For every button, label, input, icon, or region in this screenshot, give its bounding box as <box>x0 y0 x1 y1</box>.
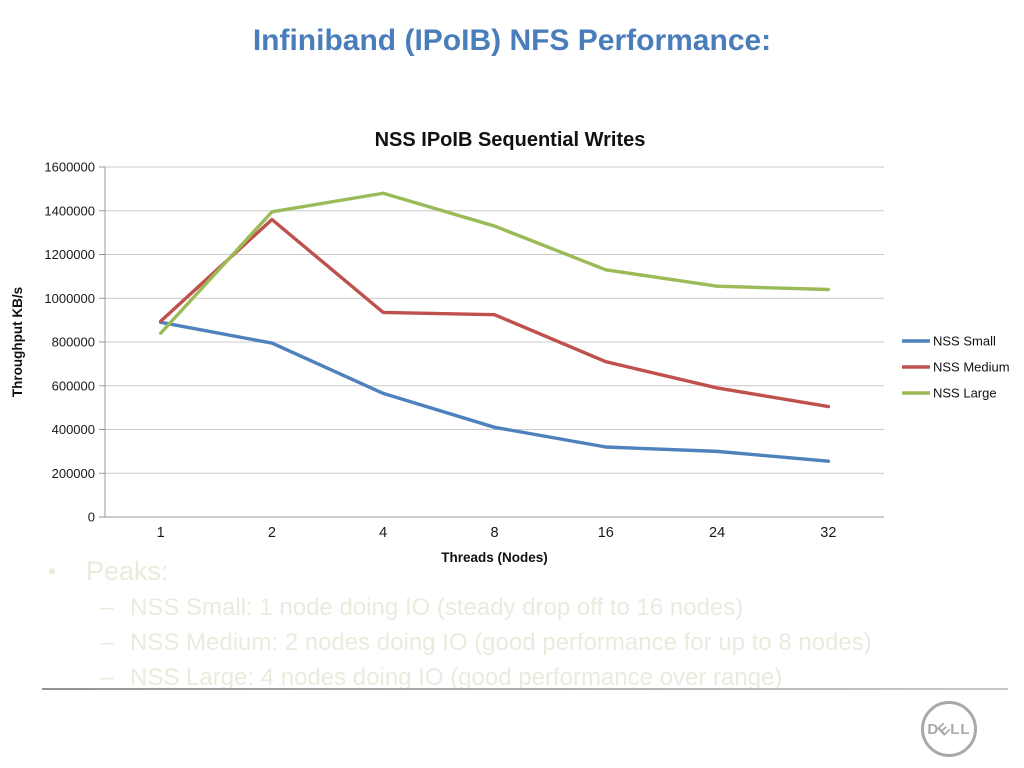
y-tick-label: 1000000 <box>44 291 95 306</box>
x-axis-title: Threads (Nodes) <box>441 550 548 565</box>
logo-letter: D <box>927 720 940 738</box>
series-line-nss-small <box>158 320 831 463</box>
note-text: NSS Large: 4 nodes doing IO (good perfor… <box>130 664 783 691</box>
note-item-nss-medium: – NSS Medium: 2 nodes doing IO (good per… <box>0 629 1024 657</box>
y-tick-label: 1600000 <box>44 160 95 175</box>
y-tick-label: 0 <box>88 510 95 525</box>
series-line-nss-large <box>158 191 831 335</box>
dell-logo: D E L L <box>921 701 977 757</box>
dash-icon: – <box>100 629 114 656</box>
x-tick-label: 16 <box>598 525 614 541</box>
note-item-nss-small: – NSS Small: 1 node doing IO (steady dro… <box>0 594 1024 622</box>
y-axis-title: Throughput KB/s <box>10 287 25 397</box>
note-text: NSS Medium: 2 nodes doing IO (good perfo… <box>130 629 872 656</box>
notes-block: • Peaks: – NSS Small: 1 node doing IO (s… <box>0 556 1024 692</box>
chart-title: NSS IPoIB Sequential Writes <box>375 129 646 151</box>
series-line-nss-medium <box>158 217 831 409</box>
x-tick-label: 8 <box>490 525 498 541</box>
footer-divider <box>42 688 1008 690</box>
y-tick-label: 1200000 <box>44 247 95 262</box>
note-text: NSS Small: 1 node doing IO (steady drop … <box>130 594 744 621</box>
y-tick-label: 400000 <box>52 422 95 437</box>
x-tick-label: 2 <box>268 525 276 541</box>
x-tick-label: 24 <box>709 525 725 541</box>
notes-heading-line: • Peaks: <box>0 556 1024 587</box>
dash-icon: – <box>100 664 114 691</box>
logo-letter: L <box>950 720 961 738</box>
throughput-line-chart: 0 200000 400000 600000 800000 1000000 1200000 1… <box>10 129 1010 565</box>
dash-icon: – <box>100 594 114 621</box>
legend-label-nss-small: NSS Small <box>933 334 996 349</box>
legend-label-nss-medium: NSS Medium <box>933 360 1010 375</box>
y-tick-label: 600000 <box>52 378 95 393</box>
slide-title: Infiniband (IPoIB) NFS Performance: <box>252 24 772 57</box>
legend-label-nss-large: NSS Large <box>933 386 997 401</box>
y-tick-label: 800000 <box>52 335 95 350</box>
x-tick-label: 1 <box>157 525 165 541</box>
y-tick-label: 1400000 <box>44 203 95 218</box>
notes-heading: Peaks: <box>86 556 169 586</box>
note-item-nss-large: – NSS Large: 4 nodes doing IO (good perf… <box>0 664 1024 692</box>
bullet-icon: • <box>48 558 57 584</box>
logo-letter: L <box>960 720 971 738</box>
x-tick-label: 4 <box>379 525 387 541</box>
x-tick-label: 32 <box>820 525 836 541</box>
y-tick-label: 200000 <box>52 466 95 481</box>
